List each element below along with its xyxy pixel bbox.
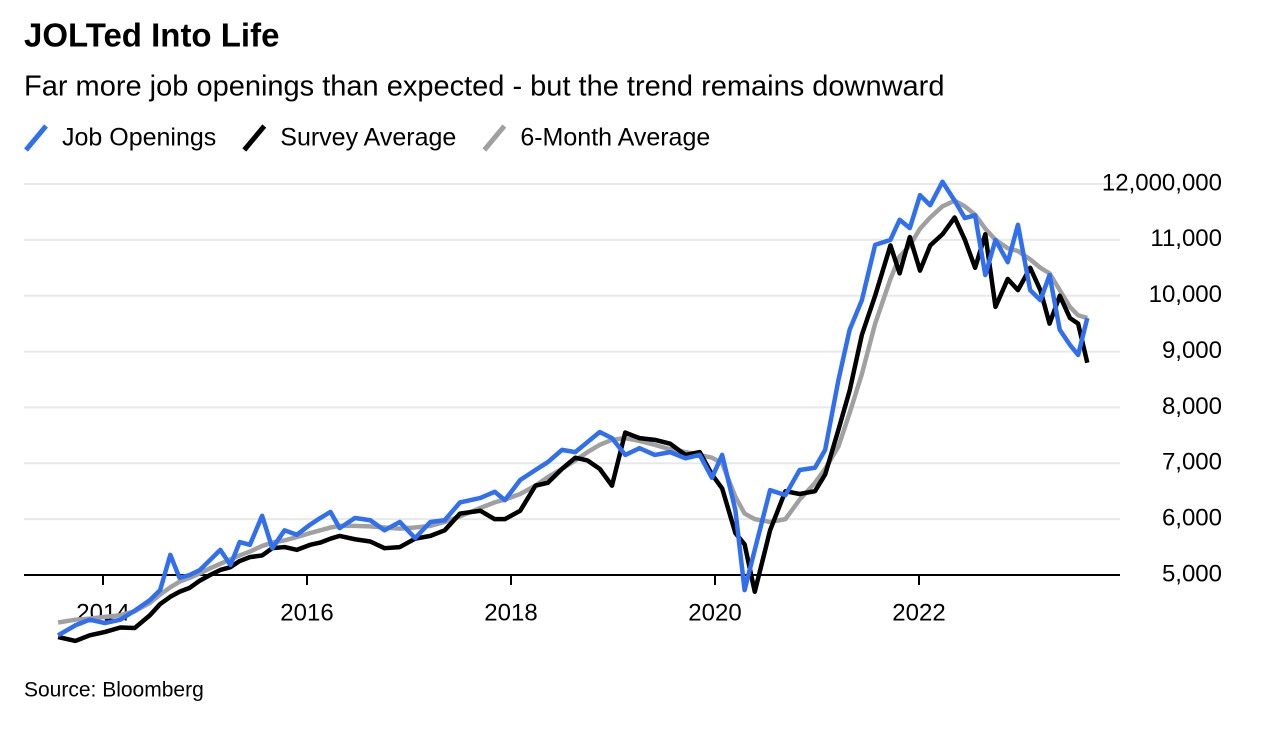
y-tick-label: 6,000 xyxy=(1162,504,1222,531)
legend-label: 6-Month Average xyxy=(520,124,710,152)
y-tick-label: 9,000 xyxy=(1162,337,1222,364)
y-tick-label: 10,000 xyxy=(1149,281,1222,308)
legend-swatch xyxy=(24,124,48,152)
y-tick-label: 11,000 xyxy=(1150,225,1222,252)
legend-label: Job Openings xyxy=(62,124,216,152)
series-line xyxy=(56,179,1090,638)
legend-label: Survey Average xyxy=(280,124,456,152)
chart-subtitle: Far more job openings than expected - bu… xyxy=(24,71,944,103)
x-tick-label: 2020 xyxy=(688,599,741,626)
chart-title: JOLTed Into Life xyxy=(24,17,279,54)
x-tick-label: 2018 xyxy=(484,599,537,626)
x-tick-label: 2022 xyxy=(892,599,945,626)
legend-swatch xyxy=(242,124,267,152)
legend-swatch xyxy=(482,124,507,152)
y-tick-label: 8,000 xyxy=(1162,393,1222,420)
x-tick-label: 2016 xyxy=(280,599,333,626)
source: Source: Bloomberg xyxy=(24,679,204,702)
series-line xyxy=(57,215,1090,644)
y-tick-label: 7,000 xyxy=(1162,449,1222,476)
y-tick-label: 5,000 xyxy=(1162,560,1222,587)
y-tick-label: 12,000,000 xyxy=(1102,169,1222,196)
